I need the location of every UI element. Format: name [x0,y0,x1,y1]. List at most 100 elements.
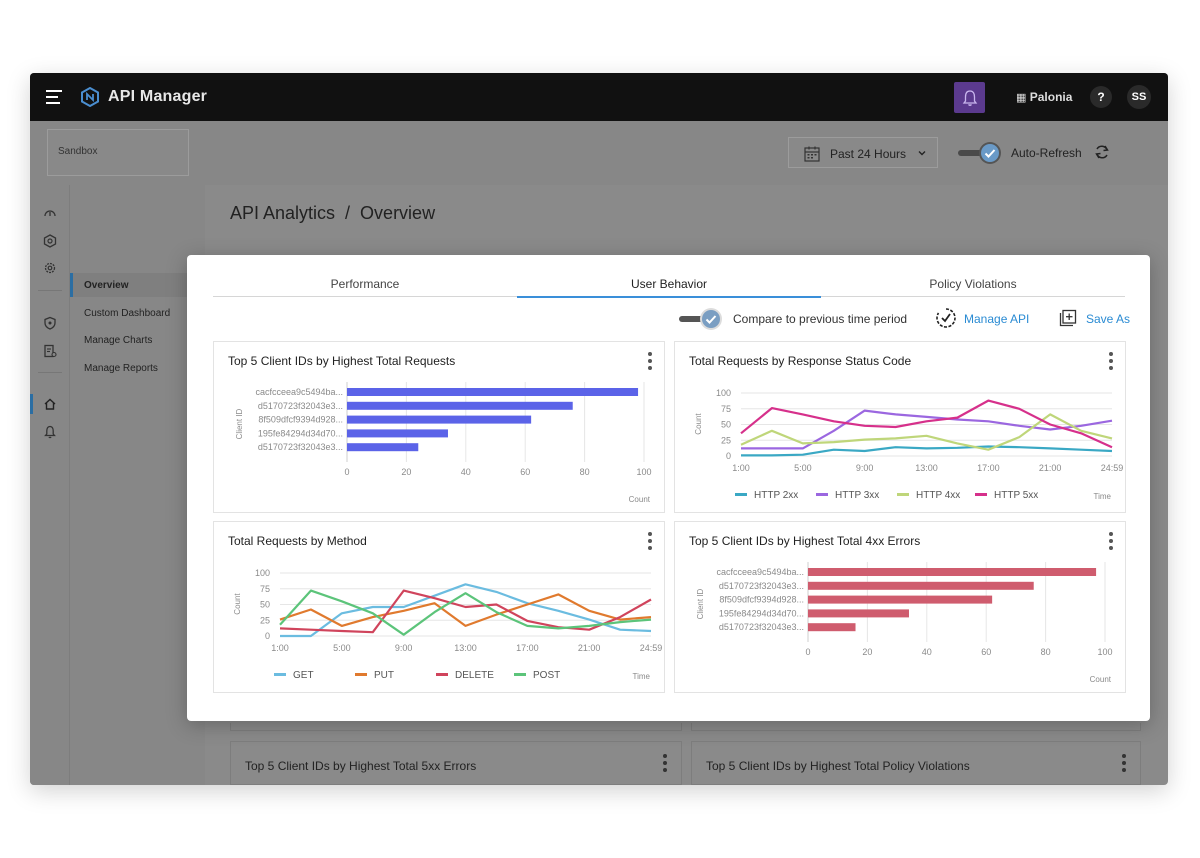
nav-item-custom-dashboard[interactable]: Custom Dashboard [84,308,171,319]
analytics-modal: Performance User Behavior Policy Violati… [187,255,1150,721]
x-tick-label: 80 [1041,647,1051,657]
notifications-button[interactable] [954,82,985,113]
series-line [279,589,652,634]
series-line [740,399,1113,449]
shield-icon[interactable] [43,316,57,330]
auto-refresh-toggle[interactable] [956,141,1006,167]
x-tick-label: 0 [805,647,810,657]
x-tick-label: 1:00 [271,643,289,653]
legend-label: HTTP 2xx [754,490,798,501]
legend-label: HTTP 4xx [916,490,960,501]
legend-label: DELETE [455,670,494,681]
sidebar-nav: Overview Custom Dashboard Manage Charts … [70,185,205,785]
x-tick-label: 40 [922,647,932,657]
more-vertical-icon[interactable] [663,754,667,772]
gauge-icon[interactable] [43,206,57,220]
legend-swatch [514,673,526,676]
top-bar: API Manager ▦ Palonia ? SS [30,73,1168,121]
line-chart-methods: 0 25 50 75 100 1:00 5:00 9:00 13:00 17:00 21:00 24:… [233,568,663,681]
bar [808,609,909,618]
card-top-client-4xx: Top 5 Client IDs by Highest Total 4xx Er… [674,521,1126,693]
bar [808,595,993,604]
bar [347,429,448,438]
legend-swatch [355,673,367,676]
x-tick-label: 1:00 [732,463,750,473]
card-requests-by-method: Total Requests by Method 0 25 50 75 100 1:00 5… [213,521,665,693]
y-axis-label: Client ID [696,588,705,619]
chevron-down-icon [918,151,926,156]
legend-label: PUT [374,670,394,681]
x-tick-label: 100 [1097,647,1112,657]
compare-toggle[interactable] [677,306,727,332]
filter-bar: Sandbox Past 24 Hours Auto-Refresh [30,121,1168,185]
series-line [741,445,1113,457]
series-line [741,409,1113,450]
y-tick-label: 8f509dfcf9394d928... [258,415,343,425]
manage-api-icon[interactable] [935,307,957,329]
gear-icon[interactable] [43,261,57,275]
tab-policy-violations[interactable]: Policy Violations [929,277,1017,291]
hamburger-menu-icon[interactable] [46,90,62,104]
nav-item-overview[interactable]: Overview [70,273,205,297]
x-tick-label: 0 [344,467,349,477]
more-vertical-icon[interactable] [1109,532,1113,550]
nav-item-manage-charts[interactable]: Manage Charts [84,335,153,346]
x-tick-label: 17:00 [516,643,539,653]
card-status-codes: Total Requests by Response Status Code 0… [674,341,1126,513]
more-vertical-icon[interactable] [1122,754,1126,772]
more-vertical-icon[interactable] [648,532,652,550]
bg-card-5xx-errors: Top 5 Client IDs by Highest Total 5xx Er… [230,741,682,785]
environment-selector[interactable]: Sandbox [47,129,189,176]
y-tick-label: 0 [726,451,731,461]
bar [347,443,419,452]
hexagon-api-icon[interactable] [43,234,57,248]
y-tick-label: d5170723f32043e3... [258,401,343,411]
tab-user-behavior[interactable]: User Behavior [517,277,821,298]
x-tick-label: 24:59 [640,643,663,653]
legend-swatch [274,673,286,676]
series-line [279,593,652,628]
legend-label: GET [293,670,314,681]
app-title: API Manager [108,88,208,105]
bar-chart-4xx: 0 20 40 60 80 100 cacfcceea9c5494ba... d5170723… [696,562,1113,684]
manage-api-link[interactable]: Manage API [964,312,1030,326]
alert-bell-icon[interactable] [43,425,57,439]
more-vertical-icon[interactable] [1109,352,1113,370]
y-tick-label: cacfcceea9c5494ba... [716,567,804,577]
card-top-client-requests: Top 5 Client IDs by Highest Total Reques… [213,341,665,513]
save-as-link[interactable]: Save As [1086,312,1131,326]
series-line [279,589,652,636]
save-as-icon[interactable] [1059,309,1077,327]
y-tick-label: 100 [255,568,270,578]
more-vertical-icon[interactable] [648,352,652,370]
x-tick-label: 40 [461,467,471,477]
help-button[interactable]: ? [1090,86,1112,108]
y-tick-label: cacfcceea9c5494ba... [255,387,343,397]
y-tick-label: 25 [721,435,731,445]
tab-performance[interactable]: Performance [330,277,400,291]
sidebar-rail [30,185,70,785]
x-axis-label: Time [633,672,651,681]
bar [347,388,639,396]
legend-label: HTTP 5xx [994,490,1038,501]
y-tick-label: 100 [716,388,731,398]
x-tick-label: 13:00 [454,643,477,653]
page-title: API Analytics / Overview [230,203,436,223]
x-tick-label: 24:59 [1101,463,1124,473]
home-icon[interactable] [43,397,57,411]
bg-card-edge [691,723,1141,731]
time-range-select[interactable]: Past 24 Hours [788,137,938,168]
nav-item-manage-reports[interactable]: Manage Reports [84,363,158,374]
org-switcher[interactable]: ▦ Palonia [1016,90,1072,104]
compare-label: Compare to previous time period [733,312,908,326]
user-avatar[interactable]: SS [1127,85,1151,109]
bg-card-title: Top 5 Client IDs by Highest Total 5xx Er… [245,759,477,773]
y-tick-label: 8f509dfcf9394d928... [719,595,804,605]
bg-card-edge [230,723,682,731]
legend-swatch [975,493,987,496]
x-tick-label: 5:00 [794,463,812,473]
refresh-icon[interactable] [1093,143,1111,161]
document-settings-icon[interactable] [43,344,57,358]
card-title: Total Requests by Method [228,534,367,548]
active-indicator [30,394,33,414]
